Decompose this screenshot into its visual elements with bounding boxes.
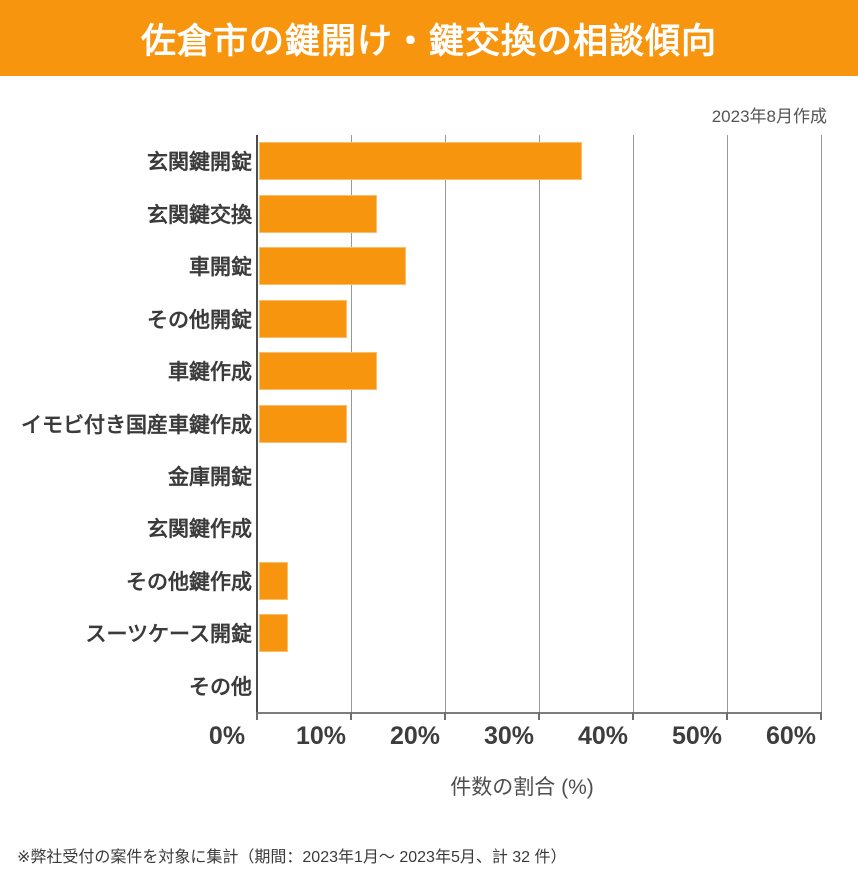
bar <box>259 142 583 181</box>
category-label: その他開錠 <box>147 308 252 332</box>
y-axis-line <box>256 135 258 712</box>
category-label: 車開錠 <box>189 256 252 280</box>
x-tick-label-40%: 40% <box>577 722 629 750</box>
gridline-40% <box>633 135 634 712</box>
x-tick-label-30%: 30% <box>483 722 535 750</box>
category-label: その他 <box>189 675 252 699</box>
bar <box>259 404 348 443</box>
tick-mark-50% <box>726 712 728 720</box>
bar <box>259 194 377 233</box>
tick-mark-40% <box>632 712 634 720</box>
tick-mark-60% <box>820 712 822 720</box>
x-tick-label-0%: 0% <box>208 722 246 750</box>
category-label: 玄関鍵開錠 <box>147 151 252 175</box>
x-tick-label-50%: 50% <box>671 722 723 750</box>
x-tick-label-20%: 20% <box>389 722 441 750</box>
bar-chart-plot-area: 件数の割合 (%) 0% 10% 20% 30% 40% 50% 60% <box>209 135 822 799</box>
category-labels: 玄関鍵開錠玄関鍵交換車開錠その他開錠車鍵作成イモビ付き国産車鍵作成金庫開錠玄関鍵… <box>0 135 252 712</box>
creation-date-label: 2023年8月作成 <box>711 107 827 126</box>
tick-mark-30% <box>538 712 540 720</box>
gridline-60% <box>821 135 822 712</box>
bar <box>259 247 406 286</box>
category-label: スーツケース開錠 <box>85 623 252 647</box>
x-axis-title: 件数の割合 (%) <box>450 776 594 799</box>
x-tick-label-10%: 10% <box>295 722 347 750</box>
bar <box>259 299 348 338</box>
gridline-50% <box>727 135 728 712</box>
tick-mark-0% <box>256 712 258 720</box>
bar <box>259 561 289 600</box>
gridline-10% <box>351 135 352 712</box>
bar <box>259 352 377 391</box>
tick-mark-20% <box>444 712 446 720</box>
tick-mark-10% <box>350 712 352 720</box>
category-label: 金庫開錠 <box>168 465 252 489</box>
bar <box>259 614 289 653</box>
gridline-30% <box>539 135 540 712</box>
category-label: その他鍵作成 <box>126 570 252 594</box>
category-label: 車鍵作成 <box>168 361 252 385</box>
page-title: 佐倉市の鍵開け・鍵交換の相談傾向 <box>140 21 717 61</box>
footnote: ※弊社受付の案件を対象に集計（期間：2023年1月～ 2023年5月、計 32 … <box>17 849 567 866</box>
category-label: イモビ付き国産車鍵作成 <box>21 413 252 437</box>
category-label: 玄関鍵作成 <box>147 518 252 542</box>
category-label: 玄関鍵交換 <box>147 203 252 227</box>
x-tick-label-60%: 60% <box>765 722 817 750</box>
gridline-20% <box>445 135 446 712</box>
header-band: 佐倉市の鍵開け・鍵交換の相談傾向 <box>0 0 858 76</box>
